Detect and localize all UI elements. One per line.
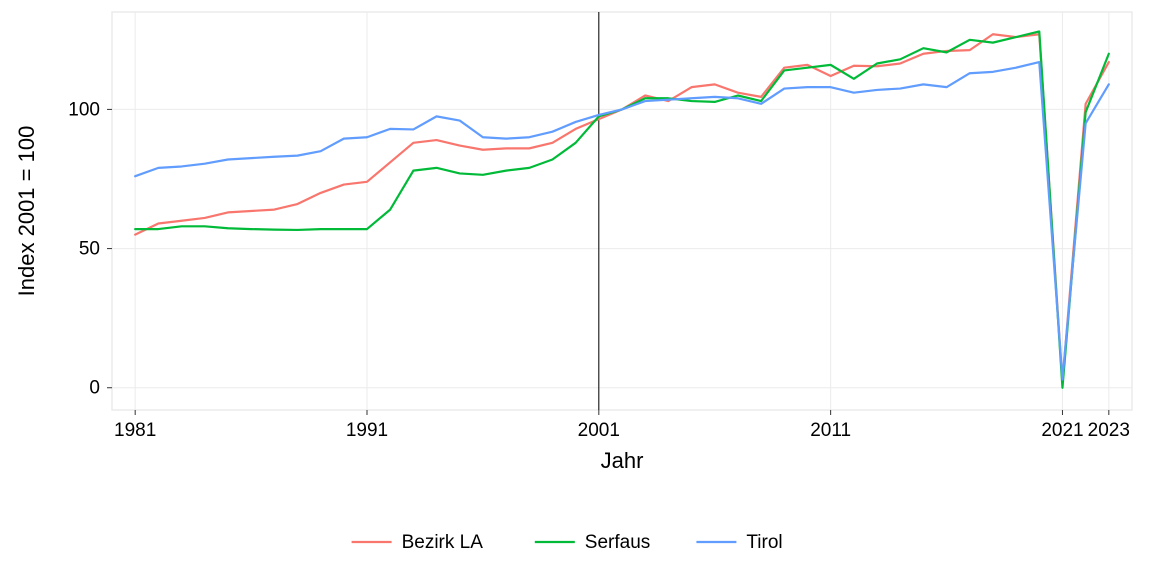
x-axis-title: Jahr (601, 448, 644, 473)
x-tick-label: 2021 (1041, 420, 1083, 441)
legend-label: Bezirk LA (402, 532, 484, 553)
x-tick-label: 2001 (578, 420, 620, 441)
y-tick-label: 50 (79, 239, 100, 260)
x-tick-label: 2011 (810, 420, 851, 441)
y-tick-label: 100 (68, 99, 100, 120)
x-tick-label: 1991 (346, 420, 388, 441)
legend-label: Serfaus (585, 532, 650, 553)
chart-background (0, 0, 1152, 576)
line-chart: 1981 1991 2001 2011 20212023 0 50 100 Jahr Index … (0, 0, 1152, 576)
legend-label: Tirol (746, 532, 782, 553)
x-tick-label: 2023 (1088, 420, 1130, 441)
y-axis-title: Index 2001 = 100 (14, 126, 39, 297)
x-tick-label: 1981 (114, 420, 156, 441)
y-tick-label: 0 (89, 378, 100, 399)
